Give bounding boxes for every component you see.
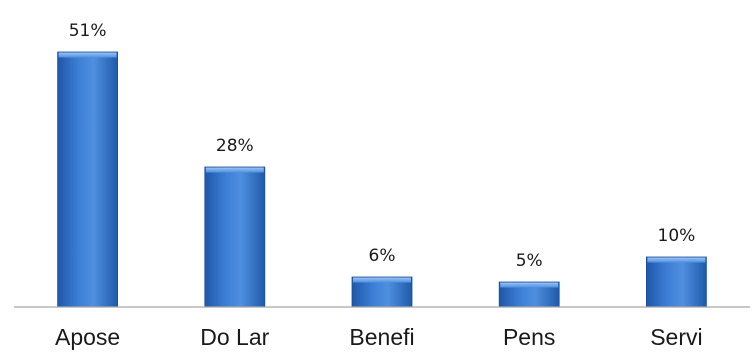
bars-group bbox=[57, 51, 707, 308]
bar-apose bbox=[57, 51, 118, 308]
category-label: Servi bbox=[650, 324, 702, 350]
bar-highlight bbox=[647, 257, 706, 263]
bar-servi bbox=[646, 256, 707, 308]
category-label: Benefi bbox=[349, 324, 414, 350]
bar-highlight bbox=[205, 167, 264, 173]
data-label: 5% bbox=[516, 251, 543, 271]
data-label: 10% bbox=[658, 226, 696, 246]
labels-group: 51% Apose 28% Do Lar 6% Benefi 5% Pens 10% Servi bbox=[55, 21, 703, 350]
category-label: Pens bbox=[503, 324, 555, 350]
data-label: 6% bbox=[369, 246, 396, 266]
bar-highlight bbox=[353, 277, 411, 283]
category-label: Apose bbox=[55, 324, 120, 350]
bar-do-lar bbox=[204, 166, 266, 308]
bar-highlight bbox=[58, 52, 117, 58]
data-label: 51% bbox=[69, 21, 107, 41]
data-label: 28% bbox=[216, 136, 254, 156]
category-label: Do Lar bbox=[200, 324, 269, 350]
bar-highlight bbox=[500, 282, 559, 288]
